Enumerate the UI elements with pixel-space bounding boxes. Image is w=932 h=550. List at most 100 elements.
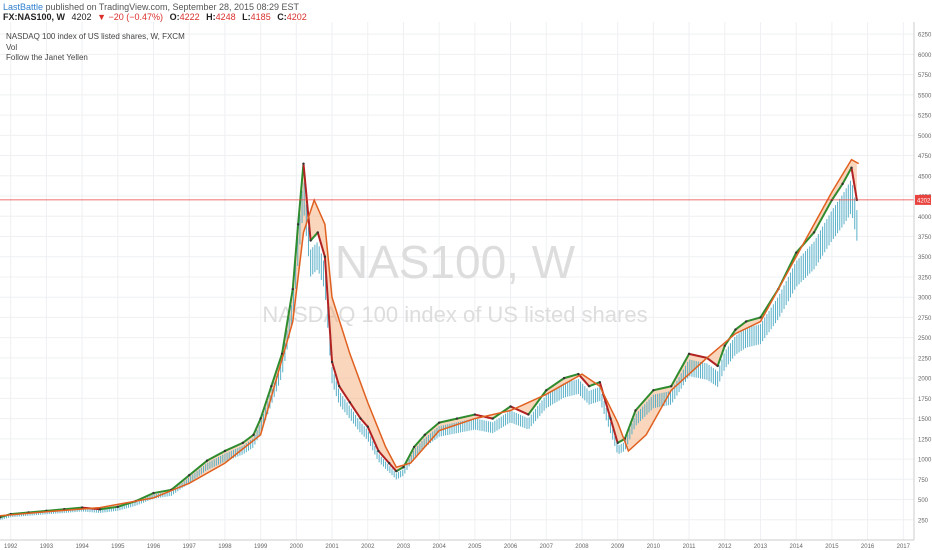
price-segment xyxy=(291,224,300,290)
price-segment xyxy=(170,474,190,491)
price-segment xyxy=(588,381,601,388)
price-segment xyxy=(252,418,262,436)
x-tick-label: 1995 xyxy=(111,544,125,550)
price-segment xyxy=(688,352,708,359)
y-tick-label: 250 xyxy=(918,518,929,524)
x-tick-label: 1993 xyxy=(40,544,54,550)
price-point xyxy=(734,328,737,331)
price-point xyxy=(527,413,530,416)
price-segment xyxy=(297,163,305,225)
price-segment xyxy=(424,421,440,436)
price-segment xyxy=(28,509,47,514)
price-segment xyxy=(706,357,719,367)
price-segment xyxy=(309,231,319,242)
price-point xyxy=(723,344,726,347)
chart-legend: NASDAQ 100 index of US listed shares, W,… xyxy=(6,32,185,64)
y-tick-label: 2750 xyxy=(918,316,932,322)
smoothed-line xyxy=(0,158,860,517)
y-tick-label: 3750 xyxy=(918,235,932,241)
price-point xyxy=(716,364,719,368)
x-tick-label: 2001 xyxy=(325,544,339,550)
price-segment xyxy=(64,506,83,511)
price-segment xyxy=(670,353,690,387)
y-tick-label: 750 xyxy=(918,478,929,484)
open-label: O: xyxy=(169,12,180,22)
price-point xyxy=(205,459,209,462)
y-tick-label: 5750 xyxy=(918,73,932,79)
high-label: H: xyxy=(206,12,216,22)
price-point xyxy=(0,516,2,519)
price-segment xyxy=(281,288,294,355)
price-point xyxy=(577,372,580,376)
x-tick-label: 2002 xyxy=(361,544,375,550)
price-segment xyxy=(623,410,637,440)
price-point xyxy=(455,417,459,420)
price-point xyxy=(270,385,273,388)
x-tick-label: 1998 xyxy=(218,544,232,550)
x-tick-label: 1994 xyxy=(75,544,89,550)
x-tick-label: 2010 xyxy=(647,544,661,550)
x-tick-label: 2003 xyxy=(397,544,411,550)
price-point xyxy=(280,352,284,356)
price-segment xyxy=(510,405,529,416)
price-point xyxy=(252,433,255,436)
x-tick-label: 2013 xyxy=(754,544,768,550)
price-point xyxy=(402,465,405,469)
top-bar: LastBattle published on TradingView.com,… xyxy=(0,0,932,22)
ohlc-row: FX:NAS100, W 4202 ▼ −20 (−0.47%) O:4222 … xyxy=(3,12,307,22)
band-fill xyxy=(0,159,857,518)
price-point xyxy=(491,417,494,420)
y-tick-label: 500 xyxy=(918,498,929,504)
legend-title: NASDAQ 100 index of US listed shares, W,… xyxy=(6,32,185,41)
price-segment xyxy=(99,505,118,511)
price-segment xyxy=(795,231,815,254)
y-tick-label: 3500 xyxy=(918,255,932,261)
price-segment xyxy=(270,353,284,387)
price-point xyxy=(337,385,341,388)
price-segment xyxy=(402,446,416,468)
price-segment xyxy=(527,389,548,416)
price-segment xyxy=(577,373,590,387)
price-segment xyxy=(456,413,476,420)
y-tick-label: 4000 xyxy=(918,215,932,221)
price-segment xyxy=(841,167,853,185)
price-segment xyxy=(188,459,208,477)
y-tick-label: 1750 xyxy=(918,397,932,403)
price-point xyxy=(812,231,816,234)
x-tick-label: 2014 xyxy=(790,544,804,550)
y-tick-label: 2500 xyxy=(918,336,932,342)
y-axis: 250 500 750 1000 1250 1500 1750 2000 2250 2500 275… xyxy=(913,22,932,540)
price-segment xyxy=(609,418,619,444)
x-tick-label: 2004 xyxy=(432,544,446,550)
price-segment xyxy=(259,385,273,419)
price-point xyxy=(348,401,352,404)
price-point xyxy=(598,380,602,384)
watermark-subtitle: NASDAQ 100 index of US listed shares xyxy=(262,302,647,327)
y-tick-label: 6000 xyxy=(918,53,932,59)
price-point xyxy=(241,441,244,445)
price-segment xyxy=(745,316,761,323)
price-segment xyxy=(206,450,226,462)
price-point xyxy=(98,508,102,511)
x-axis: 1992 1993 1994 1995 1996 1997 1998 1999 2000 2001… xyxy=(0,539,914,550)
price-point xyxy=(794,251,798,254)
price-point xyxy=(850,166,853,169)
author-link[interactable]: LastBattle xyxy=(3,2,44,12)
high-value: 4248 xyxy=(215,12,236,22)
price-point xyxy=(587,385,591,388)
x-tick-label: 2016 xyxy=(861,544,875,550)
price-point xyxy=(259,417,262,420)
x-tick-label: 2012 xyxy=(718,544,732,550)
x-tick-label: 1996 xyxy=(147,544,161,550)
price-segment xyxy=(46,508,65,512)
price-point xyxy=(841,182,844,186)
y-tick-label: 5500 xyxy=(918,93,932,99)
price-point xyxy=(152,491,155,495)
y-tick-label: 5250 xyxy=(918,114,932,120)
price-segment xyxy=(634,389,655,412)
price-segment xyxy=(813,199,833,233)
price-point xyxy=(291,287,294,291)
y-tick-label: 3250 xyxy=(918,275,932,281)
price-point xyxy=(377,449,380,453)
